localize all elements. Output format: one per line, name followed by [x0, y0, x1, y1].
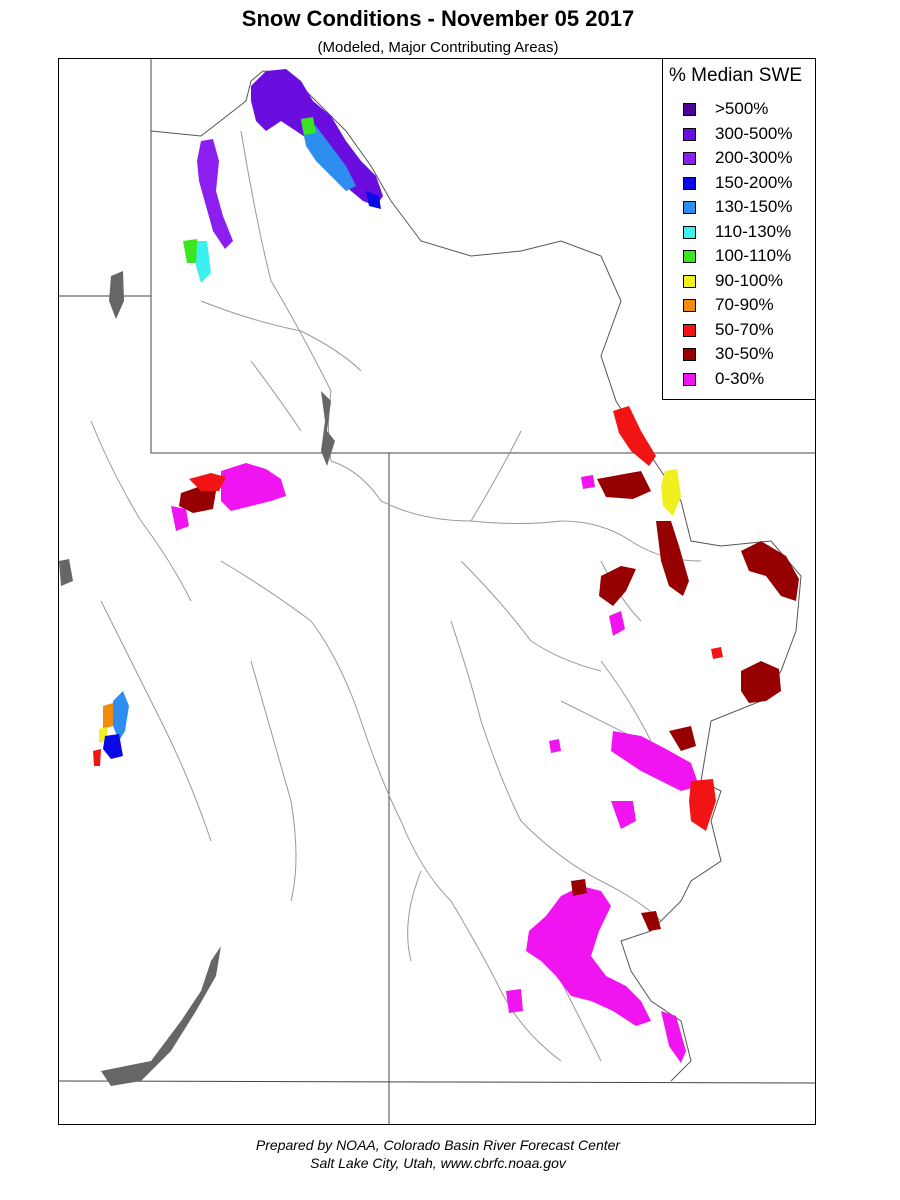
legend-label: 70-90%	[715, 295, 774, 314]
four-corners-line	[59, 1080, 815, 1084]
uinta-patch-west-0-30	[171, 506, 189, 531]
wasatch-patch-130-150	[113, 691, 129, 741]
idaho-wyoming-border	[150, 59, 389, 454]
water-bodies	[59, 271, 335, 1086]
lake-powell	[101, 946, 221, 1086]
wind-river-patch-100-110	[301, 117, 316, 135]
uinta-patch-50-70	[189, 473, 226, 491]
wyoming-range-patch-100-110	[183, 239, 199, 263]
legend-label: 300-500%	[715, 123, 793, 143]
credit-line-1: Prepared by NOAA, Colorado Basin River F…	[255, 1137, 621, 1153]
wind-river-patch-130-150	[301, 121, 356, 191]
legend-label: >500%	[715, 99, 769, 118]
front-range-patch-small-red	[711, 647, 723, 659]
wasatch-patch-70-90	[103, 703, 113, 729]
state-boundaries	[59, 59, 815, 1124]
legend-swatch	[683, 103, 696, 116]
park-range-patch-30-50-north	[597, 471, 651, 499]
wasatch-patch-50-70	[93, 749, 101, 766]
san-juan-patch-0-30	[526, 886, 651, 1026]
san-juan-patch-0-30-east	[661, 1011, 686, 1063]
legend-swatch	[683, 127, 696, 141]
map-title: Snow Conditions - November 05 2017	[241, 6, 635, 31]
yampa-patch-30-50	[599, 566, 636, 606]
legend-swatch	[683, 323, 696, 337]
legend-label: 50-70%	[715, 319, 774, 339]
wasatch-patch-150-200	[103, 734, 123, 759]
park-range-patch-90-100	[661, 469, 681, 516]
legend-swatch	[683, 152, 696, 165]
legend-swatch	[683, 176, 696, 190]
legend-label: 130-150%	[715, 197, 793, 216]
san-juan-patch-30-50-north	[571, 879, 587, 896]
rivers	[90, 130, 702, 1062]
legend-swatch	[683, 348, 696, 361]
bear-lake	[109, 271, 124, 319]
wyoming-range-patch-200-300	[197, 139, 233, 249]
gunnison-patch-30-50	[669, 726, 696, 751]
basin-outline	[150, 70, 802, 1082]
legend-label: 110-130%	[715, 221, 792, 241]
legend: % Median SWE >500% 300-500% 200-300% 150-20…	[662, 59, 815, 400]
legend-swatch	[683, 250, 696, 263]
legend-swatch	[683, 372, 696, 386]
front-range-patch-30-50-south	[741, 661, 781, 703]
legend-label: 0-30%	[715, 368, 765, 388]
wyoming-range-patch-110-130	[196, 241, 211, 283]
wind-river-patch-150-200	[366, 191, 381, 209]
legend-swatch	[683, 201, 696, 214]
map-subtitle: (Modeled, Major Contributing Areas)	[317, 39, 559, 56]
legend-swatch	[683, 299, 696, 312]
legend-label: 100-110%	[715, 246, 792, 265]
flaming-gorge	[321, 391, 335, 466]
park-range-patch-0-30-west	[581, 475, 595, 489]
gunnison-patch-0-30	[611, 731, 699, 791]
park-range-patch-50-70	[613, 406, 656, 466]
basin-map	[59, 59, 815, 1124]
san-juan-patch-0-30-sw	[506, 989, 523, 1013]
sawatch-patch-50-70	[689, 779, 716, 831]
legend-swatch	[683, 274, 696, 288]
utah-lake	[59, 559, 73, 586]
legend-label: 150-200%	[715, 172, 793, 192]
legend-title: % Median SWE	[669, 65, 803, 86]
legend-label: 90-100%	[715, 270, 784, 290]
park-range-patch-30-50-south	[656, 521, 689, 596]
yampa-patch-0-30	[609, 611, 625, 636]
front-range-patch-30-50-east	[741, 541, 799, 601]
uinta-patch-0-30	[221, 463, 286, 511]
gunnison-patch-0-30-small	[549, 739, 561, 753]
gunnison-patch-0-30-west	[611, 801, 636, 829]
legend-swatch	[683, 225, 696, 239]
credit-line-2: Salt Lake City, Utah, www.cbrfc.noaa.gov	[310, 1155, 566, 1171]
san-juan-patch-30-50	[641, 911, 661, 931]
uinta-patch-30-50	[179, 486, 216, 513]
snow-patches	[93, 69, 799, 1063]
legend-label: 30-50%	[715, 344, 774, 363]
legend-label: 200-300%	[715, 148, 793, 167]
